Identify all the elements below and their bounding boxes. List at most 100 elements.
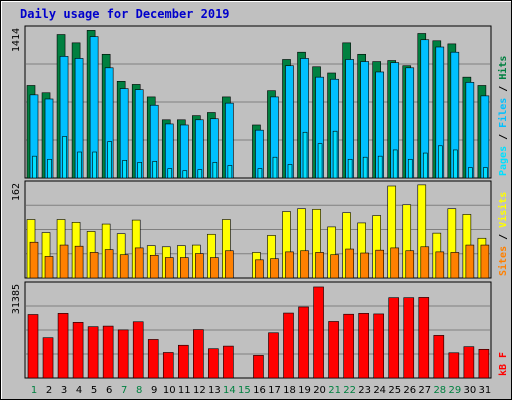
sites-bar <box>390 247 400 279</box>
pages-bar <box>62 136 67 179</box>
sites-bar <box>315 252 324 279</box>
legend-entry: / <box>498 228 509 246</box>
files-bar <box>180 124 189 179</box>
day-label: 19 <box>298 385 311 396</box>
day-label: 16 <box>253 385 266 396</box>
sites-bar <box>435 251 445 279</box>
kbytes-bar <box>403 297 415 379</box>
kbytes-bar <box>147 339 159 379</box>
kbytes-bar <box>268 332 279 379</box>
pages-bar <box>122 160 127 179</box>
legend-entry: / <box>498 80 509 98</box>
day-label: 15 <box>238 385 251 396</box>
legend-entry: Sites <box>497 246 509 276</box>
sites-bar <box>180 257 189 279</box>
day-label: 4 <box>76 385 82 396</box>
kbytes-bar <box>313 286 324 379</box>
kbytes-bar <box>42 337 54 379</box>
pages-bar <box>287 164 293 179</box>
kbytes-bar <box>72 322 84 379</box>
legend-entry: kB F <box>498 352 509 376</box>
kbytes-bar <box>87 326 99 379</box>
sites-bar <box>480 244 490 279</box>
kbytes-bar <box>102 325 114 379</box>
day-label: 17 <box>268 385 281 396</box>
legend-entry: / <box>498 128 509 146</box>
kbytes-bar <box>373 313 384 379</box>
day-label: 13 <box>208 385 221 396</box>
kbytes-bar <box>433 335 445 379</box>
day-label: 24 <box>373 385 386 396</box>
chart-title: Daily usage for December 2019 <box>20 7 230 21</box>
day-label: 22 <box>343 385 356 396</box>
sites-bar <box>465 244 475 279</box>
day-label: 23 <box>358 385 371 396</box>
day-label: 25 <box>388 385 401 396</box>
y-max-label: 1414 <box>11 28 22 52</box>
day-label: 7 <box>121 385 127 396</box>
files-bar <box>195 119 204 179</box>
day-label: 2 <box>46 385 52 396</box>
legend-entry: Hits <box>497 56 509 80</box>
pages-bar <box>227 165 233 179</box>
pages-bar <box>422 152 428 179</box>
sites-bar <box>210 257 219 279</box>
kbytes-bar <box>132 321 144 379</box>
pages-bar <box>317 143 323 179</box>
kbytes-bar <box>298 306 309 379</box>
day-label: 30 <box>464 385 477 396</box>
day-label: 26 <box>403 385 416 396</box>
day-label: 12 <box>193 385 206 396</box>
kbytes-bar <box>208 348 219 379</box>
y-max-label: 162 <box>11 183 22 201</box>
pages-bar <box>167 168 173 179</box>
kbytes-bar <box>448 352 460 379</box>
sites-bar <box>330 254 339 279</box>
pages-bar <box>438 145 443 179</box>
sites-bar <box>300 250 309 279</box>
pages-bar <box>272 156 278 179</box>
kbytes-bar <box>463 346 475 379</box>
sites-bar <box>74 245 84 279</box>
pages-bar <box>377 155 383 179</box>
day-label: 31 <box>479 385 492 396</box>
pages-bar <box>302 131 308 179</box>
sites-bar <box>420 246 430 279</box>
pages-bar <box>392 149 398 179</box>
day-label: 29 <box>448 385 461 396</box>
legend-entry: Pages <box>498 146 509 176</box>
kbytes-bar <box>253 355 264 379</box>
sites-bar <box>375 249 384 279</box>
day-label: 20 <box>313 385 326 396</box>
pages-bar <box>468 167 473 179</box>
pages-bar <box>107 141 112 179</box>
sites-bar <box>405 250 415 279</box>
kbytes-bar <box>388 297 400 379</box>
day-label: 14 <box>223 385 236 396</box>
day-label: 8 <box>136 385 142 396</box>
legend-entry: Files <box>497 98 509 128</box>
pages-bar <box>332 130 338 179</box>
pages-bar <box>47 158 52 179</box>
pages-bar <box>347 158 353 179</box>
sites-bar <box>164 257 174 279</box>
kbytes-bar <box>358 313 369 379</box>
kbytes-bar <box>178 344 189 379</box>
kbytes-bar <box>162 352 174 379</box>
kbytes-bar <box>328 321 339 379</box>
day-label: 27 <box>418 385 431 396</box>
day-label: 1 <box>31 385 37 396</box>
sites-bar <box>345 248 354 279</box>
day-label: 28 <box>433 385 446 396</box>
legend-hits-files-pages: Pages / Files / Hits <box>497 56 509 176</box>
sites-bar <box>134 247 144 279</box>
day-label: 3 <box>61 385 67 396</box>
pages-bar <box>212 162 218 179</box>
legend-visits-sites: Sites / Visits <box>497 192 509 276</box>
y-max-label: 31385 <box>11 284 22 314</box>
pages-bar <box>137 162 143 179</box>
kbytes-bar <box>117 329 129 379</box>
legend-entry: Visits <box>497 192 509 228</box>
pages-bar <box>32 155 37 179</box>
pages-bar <box>257 168 263 179</box>
